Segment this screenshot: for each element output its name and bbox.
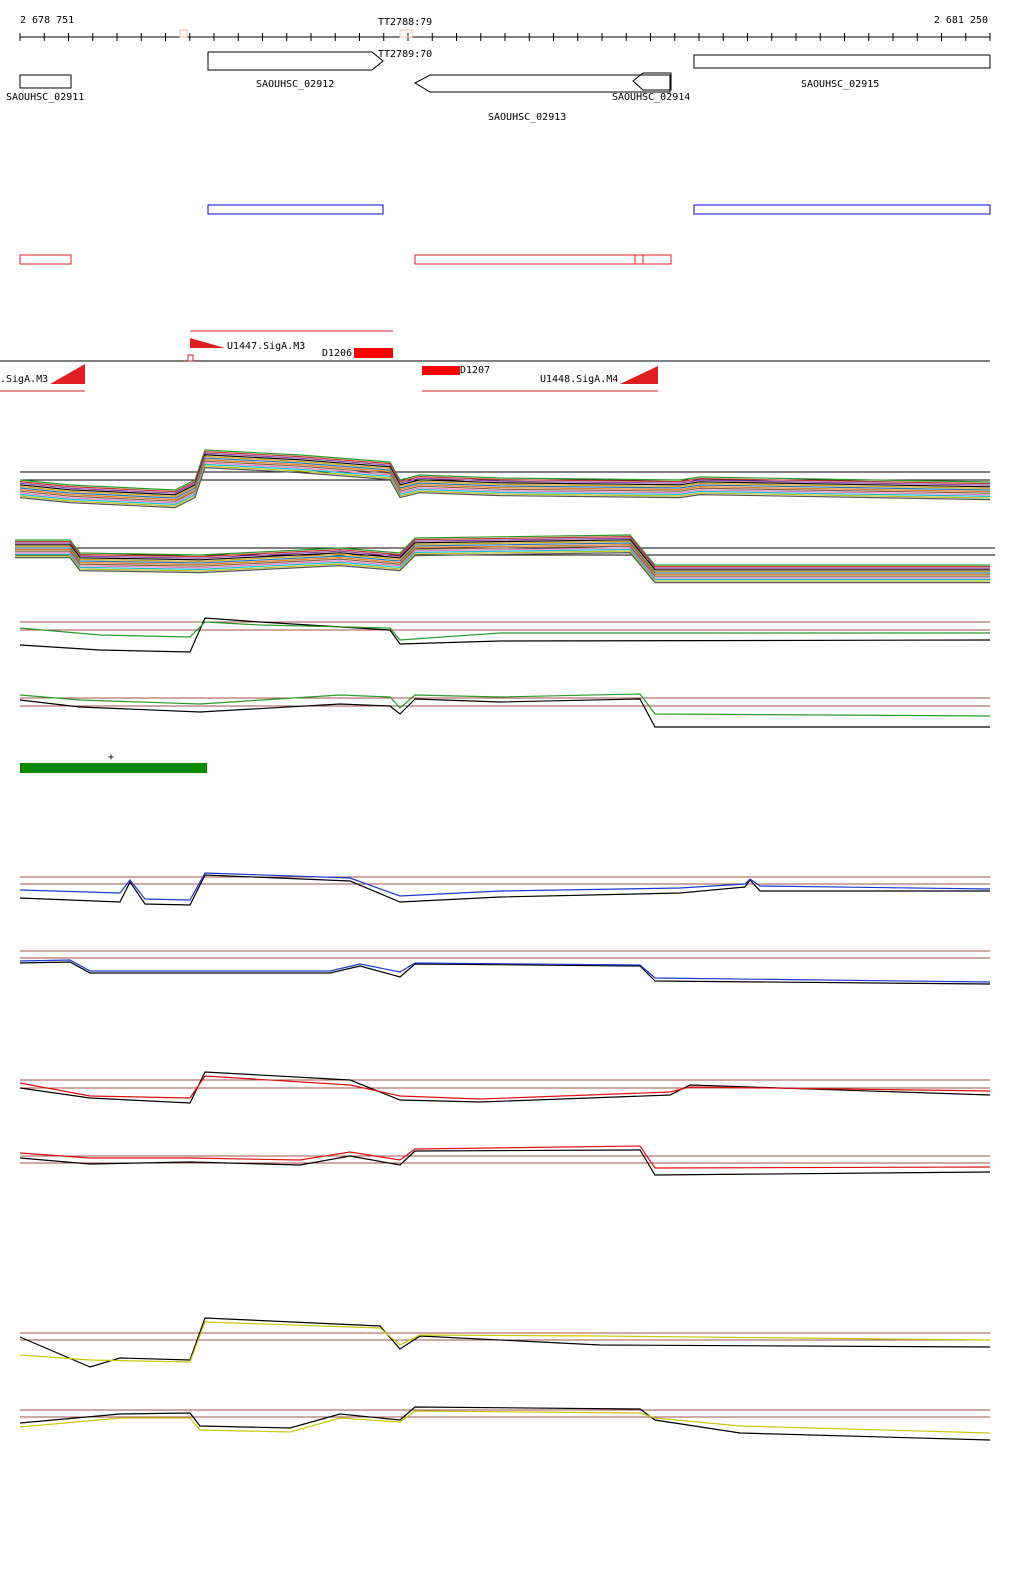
trace xyxy=(19,454,991,496)
terminator-label: TT2788:79 xyxy=(378,17,432,28)
trace xyxy=(15,535,990,568)
trace xyxy=(19,698,990,728)
feature-mark xyxy=(179,29,188,38)
trace xyxy=(19,1075,991,1100)
gene[interactable] xyxy=(19,74,72,89)
trace xyxy=(15,540,990,573)
gene[interactable] xyxy=(413,74,671,93)
trace xyxy=(19,455,991,498)
trace xyxy=(19,457,991,499)
trace xyxy=(19,617,991,653)
trace-group xyxy=(15,534,990,584)
promoter-block xyxy=(422,366,460,375)
terminator-label: TT2789:70 xyxy=(378,49,432,60)
trace xyxy=(15,545,990,577)
plus-strand-block xyxy=(693,204,991,215)
feature-mark xyxy=(399,29,413,38)
trace xyxy=(19,959,991,983)
trace xyxy=(19,1321,991,1363)
trace xyxy=(19,874,990,906)
promoter-flag xyxy=(190,338,225,348)
plus-strand-block xyxy=(207,204,384,215)
trace xyxy=(19,466,991,509)
trace xyxy=(15,534,990,566)
trace xyxy=(15,547,990,579)
trace xyxy=(15,537,990,569)
gene-label: SAOUHSC_02911 xyxy=(6,92,84,103)
trace xyxy=(19,458,991,501)
trace xyxy=(15,539,990,571)
gene[interactable] xyxy=(207,51,384,71)
minus-strand-block xyxy=(19,254,72,265)
trace xyxy=(19,449,991,491)
trace xyxy=(19,450,991,493)
gene[interactable] xyxy=(632,72,672,91)
trace xyxy=(19,1149,991,1176)
trace xyxy=(19,460,991,502)
trace xyxy=(15,542,990,574)
gene-label: SAOUHSC_02912 xyxy=(256,79,334,90)
trace xyxy=(19,693,991,717)
trace xyxy=(19,465,991,507)
trace xyxy=(19,621,990,641)
promoter-label: U1448.SigA.M4 xyxy=(540,374,618,385)
ruler-start: 2 678 751 xyxy=(20,15,74,26)
promoter-block xyxy=(354,348,393,358)
trace xyxy=(15,551,990,584)
gene-label: SAOUHSC_02913 xyxy=(488,112,566,123)
trace xyxy=(15,548,990,581)
promoter-label: .SigA.M3 xyxy=(0,374,48,385)
ruler-ticks xyxy=(19,33,991,41)
promoter-mark xyxy=(187,354,194,362)
trace xyxy=(19,463,991,506)
region-marker: + xyxy=(108,752,114,763)
ruler-end: 2 681 250 xyxy=(934,15,988,26)
trace xyxy=(15,550,990,582)
promoter-label: D1206 xyxy=(322,348,352,359)
gene[interactable] xyxy=(693,54,991,69)
trace xyxy=(19,1410,991,1434)
trace xyxy=(19,872,991,901)
promoter-flag xyxy=(620,366,658,384)
promoter-label: D1207 xyxy=(460,365,490,376)
trace-group xyxy=(19,449,991,509)
trace xyxy=(19,462,991,504)
trace xyxy=(19,1145,991,1169)
promoter-flag xyxy=(50,364,85,384)
trace xyxy=(19,961,991,985)
gene-label: SAOUHSC_02915 xyxy=(801,79,879,90)
promoter-label: U1447.SigA.M3 xyxy=(227,341,305,352)
trace xyxy=(19,452,991,494)
trace xyxy=(19,1317,991,1368)
minus-strand-block xyxy=(414,254,672,265)
trace xyxy=(19,1406,991,1441)
gene-label: SAOUHSC_02914 xyxy=(612,92,690,103)
trace xyxy=(15,543,990,576)
region-bar xyxy=(20,763,207,773)
